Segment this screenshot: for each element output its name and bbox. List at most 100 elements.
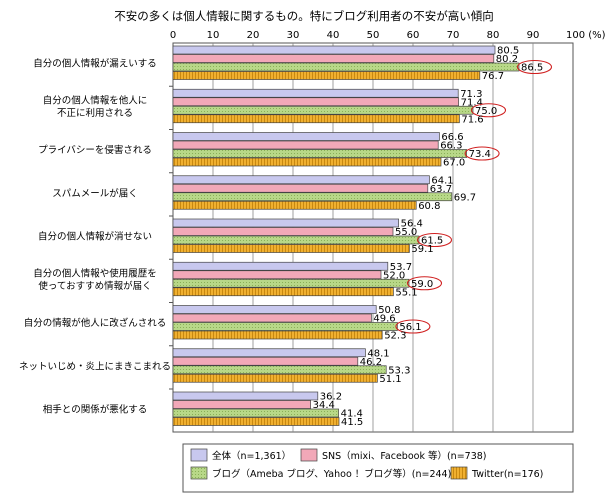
data-label: 51.1 xyxy=(379,374,401,385)
bar xyxy=(172,97,459,107)
bar xyxy=(172,391,319,401)
bar xyxy=(172,261,389,271)
legend-swatch xyxy=(300,448,318,462)
bar xyxy=(172,157,442,167)
legend-label: 全体（n=1,361） xyxy=(212,450,291,462)
bar xyxy=(172,322,398,331)
bar xyxy=(172,88,459,98)
bar xyxy=(172,356,359,366)
legend-swatch xyxy=(190,466,208,480)
data-label: 36.2 xyxy=(320,392,342,403)
bar xyxy=(172,62,520,72)
data-label: 60.8 xyxy=(418,201,440,212)
x-tick-label: 20 xyxy=(247,30,260,41)
category-label: 自分の個人情報が消せない xyxy=(38,231,152,243)
bar xyxy=(172,373,378,383)
bar xyxy=(172,365,387,375)
legend-swatch xyxy=(450,466,468,480)
bar xyxy=(172,140,439,150)
bar xyxy=(172,408,339,418)
legend-box xyxy=(182,443,574,493)
bar xyxy=(172,348,366,358)
category-label: 自分の個人情報を他人に xyxy=(43,95,148,107)
data-label: 56.1 xyxy=(399,322,421,333)
data-label: 61.5 xyxy=(421,236,443,247)
data-label: 50.8 xyxy=(378,305,400,316)
data-label: 46.2 xyxy=(360,357,382,368)
data-label: 66.3 xyxy=(440,141,462,152)
data-label: 80.2 xyxy=(496,54,518,65)
highlight-circle xyxy=(416,232,453,248)
legend-label: SNS（mixi、Facebook 等）(n=738) xyxy=(322,450,487,462)
x-tick-label: 100 (%) xyxy=(566,30,606,41)
x-tick-label: 0 xyxy=(170,30,176,41)
bar xyxy=(172,235,420,245)
x-tick-label: 80 xyxy=(487,30,500,41)
category-label: ネットいじめ・炎上にまきこまれる xyxy=(19,361,171,372)
bar xyxy=(172,278,410,288)
legend-label: ブログ（Ameba ブログ、Yahoo ！ブログ等）(n=244) xyxy=(212,468,451,480)
legend-swatch xyxy=(190,448,208,462)
category-labels: 自分の個人情報が漏えいする自分の個人情報を他人に不正に利用されるプライバシーを侵… xyxy=(19,58,171,416)
data-label: 71.6 xyxy=(461,114,483,125)
bar xyxy=(172,313,372,323)
data-label: 67.0 xyxy=(443,158,465,169)
highlight-circle xyxy=(395,319,431,334)
bar xyxy=(172,54,495,63)
category-label: 自分の個人情報や使用履歴を xyxy=(33,268,157,280)
bar xyxy=(172,132,440,141)
category-label: 自分の情報が他人に改ざんされる xyxy=(24,317,167,329)
data-label: 56.4 xyxy=(401,219,423,230)
x-tick-label: 40 xyxy=(327,30,340,41)
category-label: 自分の個人情報が漏えいする xyxy=(33,58,157,70)
data-label: 73.4 xyxy=(469,149,491,160)
data-label: 34.4 xyxy=(313,400,335,411)
bar xyxy=(172,417,340,426)
bar xyxy=(172,218,399,228)
bar xyxy=(172,227,394,236)
data-label: 52.3 xyxy=(384,331,406,342)
bar xyxy=(172,71,481,80)
bar xyxy=(172,200,417,210)
bar xyxy=(172,305,377,314)
x-tick-label: 70 xyxy=(447,30,460,41)
legend-label: Twitter(n=176) xyxy=(471,469,543,480)
bars: 80.580.286.5 76.771.371.475.071.6 66.666.3… xyxy=(172,45,553,428)
bar xyxy=(172,105,474,115)
highlight-circle xyxy=(516,59,553,75)
data-label: 55.1 xyxy=(395,287,417,298)
bar xyxy=(172,114,460,124)
bar xyxy=(172,183,429,193)
bar xyxy=(172,175,430,185)
data-label: 71.4 xyxy=(461,97,483,108)
category-label: スパムメールが届く xyxy=(52,187,138,199)
data-label: 49.6 xyxy=(373,314,395,325)
x-tick-label: 50 xyxy=(367,30,380,41)
data-label: 86.5 xyxy=(521,63,543,74)
bar xyxy=(172,330,383,340)
bar xyxy=(172,400,311,409)
legend: 全体（n=1,361） SNS（mixi、Facebook 等）(n=738) ブロ… xyxy=(182,443,574,493)
data-label: 71.3 xyxy=(460,89,482,100)
data-label: 52.0 xyxy=(383,270,405,281)
highlight-circle xyxy=(470,103,507,118)
bar xyxy=(172,149,467,158)
data-label: 63.7 xyxy=(430,184,452,195)
data-label: 64.1 xyxy=(431,175,453,186)
highlight-circle xyxy=(406,276,443,291)
data-label: 66.6 xyxy=(441,132,463,143)
data-label: 48.1 xyxy=(367,348,389,359)
data-label: 80.5 xyxy=(497,46,519,57)
data-label: 76.7 xyxy=(482,71,504,82)
x-tick-label: 60 xyxy=(407,30,420,41)
x-tick-label: 10 xyxy=(207,30,220,41)
data-label: 69.7 xyxy=(454,192,476,203)
data-label: 41.4 xyxy=(341,409,363,420)
data-label: 59.0 xyxy=(411,279,433,290)
bar xyxy=(172,45,496,55)
bar xyxy=(172,287,394,297)
x-tick-label: 30 xyxy=(287,30,300,41)
category-label: 相手との関係が悪化する xyxy=(43,404,147,416)
x-tick-label: 90 xyxy=(527,30,540,41)
